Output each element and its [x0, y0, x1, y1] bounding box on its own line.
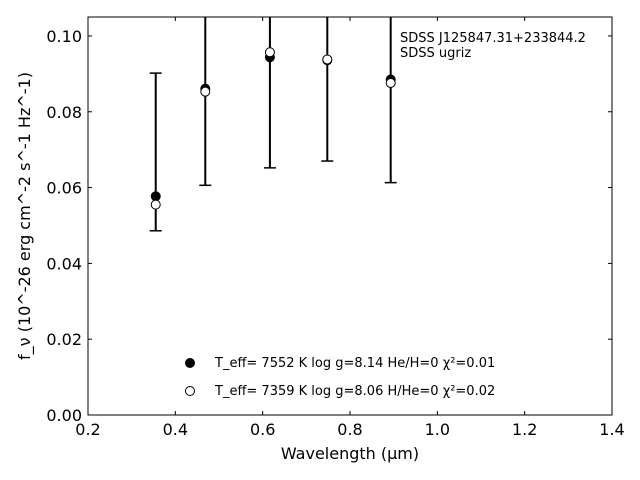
y-tick-label: 0.02	[46, 330, 82, 349]
x-tick-label: 0.6	[250, 420, 275, 439]
x-tick-label: 1.0	[425, 420, 450, 439]
y-tick-label: 0.00	[46, 406, 82, 425]
legend-label-2: T_eff= 7359 K log g=8.06 H/He=0 χ²=0.02	[214, 384, 495, 399]
x-tick-label: 0.8	[337, 420, 362, 439]
y-tick-label: 0.08	[46, 103, 82, 122]
data-point-filled	[150, 191, 161, 202]
x-axis-label: Wavelength (μm)	[281, 444, 419, 463]
x-tick-label: 1.2	[512, 420, 537, 439]
x-tick-label: 1.4	[599, 420, 624, 439]
y-tick-label: 0.06	[46, 179, 82, 198]
data-point-open	[200, 86, 211, 97]
x-tick-label: 0.4	[163, 420, 188, 439]
annotation-object-name: SDSS J125847.31+233844.2	[400, 31, 586, 46]
legend-marker-open	[185, 386, 195, 396]
data-point-open	[264, 47, 275, 58]
legend: T_eff= 7552 K log g=8.14 He/H=0 χ²=0.01 …	[185, 356, 495, 399]
y-axis-label: f_ν (10^-26 erg cm^-2 s^-1 Hz^-1)	[15, 72, 35, 360]
x-tick-label: 0.2	[75, 420, 100, 439]
annotation-filter-set: SDSS ugriz	[400, 46, 471, 61]
data-point-open	[150, 199, 161, 210]
legend-marker-filled	[185, 358, 195, 368]
legend-label-1: T_eff= 7552 K log g=8.14 He/H=0 χ²=0.01	[214, 356, 495, 371]
y-tick-label: 0.04	[46, 254, 82, 273]
data-point-open	[385, 77, 396, 88]
y-tick-label: 0.10	[46, 27, 82, 46]
data-point-open	[322, 54, 333, 65]
